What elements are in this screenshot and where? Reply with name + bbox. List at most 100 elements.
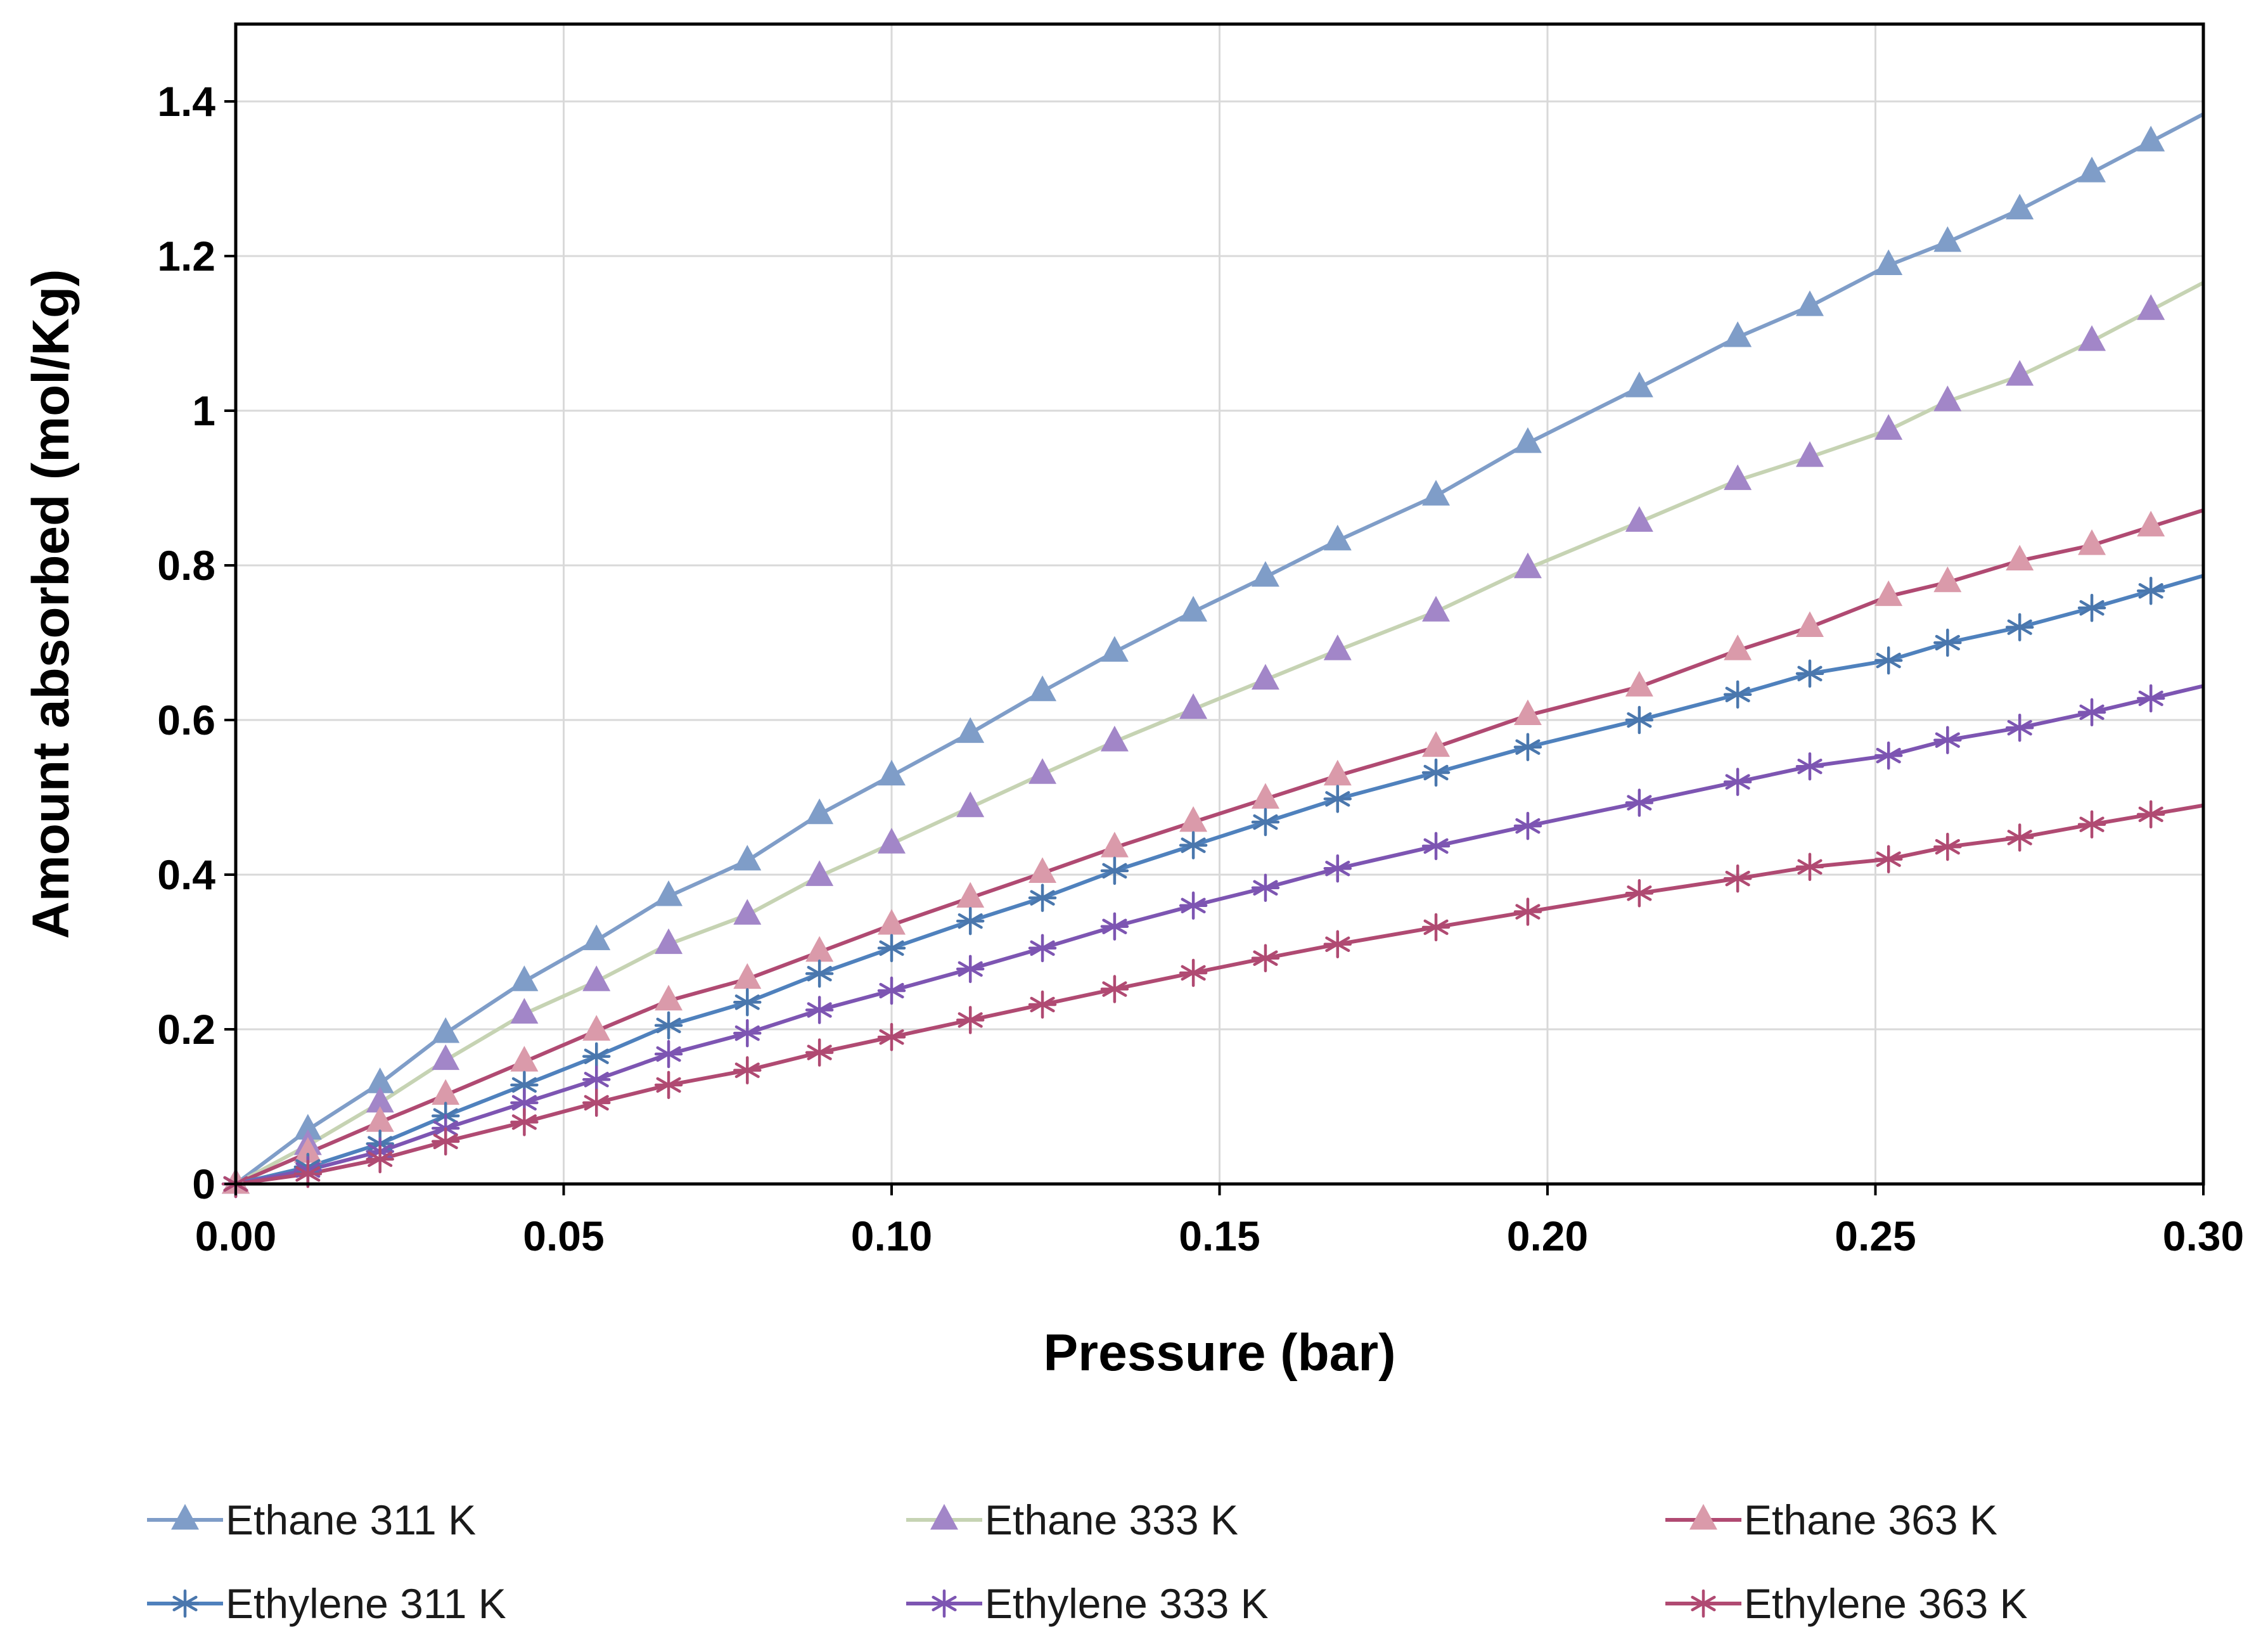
data-point-ethylene-311-k [1625, 705, 1654, 735]
data-point-ethylene-363-k [2077, 810, 2106, 839]
data-point-ethylene-311-k [1874, 646, 1903, 675]
data-point-ethane-363-k [1625, 671, 1653, 697]
data-point-ethylene-333-k [877, 976, 906, 1005]
data-point-ethane-333-k [1933, 385, 1962, 411]
data-point-ethylene-311-k [654, 1011, 683, 1040]
data-point-ethylene-333-k [1874, 741, 1903, 770]
data-point-ethylene-311-k [1795, 659, 1824, 688]
data-point-ethylene-333-k [1625, 788, 1654, 817]
data-point-ethane-311-k [1724, 321, 1752, 347]
data-point-ethane-311-k [1179, 596, 1208, 622]
data-point-ethylene-333-k [1251, 873, 1280, 902]
data-point-ethane-311-k [1323, 524, 1352, 551]
data-point-ethane-311-k [878, 759, 906, 786]
data-point-ethane-363-k [366, 1106, 394, 1132]
data-point-ethane-333-k [1251, 664, 1279, 690]
data-point-ethylene-363-k [1933, 832, 1962, 861]
data-point-ethylene-311-k [1421, 758, 1451, 787]
data-point-ethylene-311-k [733, 988, 762, 1017]
x-tick-label: 0.00 [195, 1212, 276, 1259]
data-point-ethylene-363-k [1251, 944, 1280, 973]
data-point-ethylene-333-k [1421, 832, 1451, 861]
data-point-ethane-333-k [2078, 325, 2106, 351]
x-tick-label: 0.15 [1179, 1212, 1260, 1259]
legend-label: Ethylene 363 K [1744, 1580, 2028, 1627]
data-point-ethane-333-k [1796, 441, 1824, 467]
data-point-ethylene-333-k [2005, 713, 2034, 742]
data-point-ethane-311-k [733, 844, 762, 871]
data-point-ethane-363-k [805, 936, 834, 962]
data-point-ethylene-363-k [1421, 913, 1451, 942]
data-point-ethane-311-k [1028, 675, 1057, 702]
x-tick-label: 0.25 [1835, 1212, 1916, 1259]
data-point-ethane-363-k [1422, 731, 1451, 757]
legend-label: Ethylene 333 K [985, 1580, 1269, 1627]
data-point-ethane-363-k [2137, 510, 2165, 537]
data-point-ethylene-363-k [733, 1056, 762, 1084]
data-point-ethane-363-k [878, 909, 906, 935]
legend-label: Ethylene 311 K [226, 1580, 506, 1627]
x-axis-ticks: 0.00 0.05 0.10 0.15 0.20 0.25 0.30 [195, 1184, 2244, 1259]
data-point-ethane-333-k [655, 928, 683, 955]
x-tick-label: 0.05 [523, 1212, 604, 1259]
data-point-ethylene-333-k [733, 1019, 762, 1048]
data-point-ethylene-311-k [1723, 680, 1752, 709]
data-point-ethylene-333-k [1513, 811, 1542, 840]
data-point-ethane-333-k [2137, 294, 2165, 320]
x-tick-label: 0.10 [851, 1212, 932, 1259]
data-point-ethylene-311-k [582, 1042, 611, 1071]
data-point-ethane-311-k [805, 798, 834, 825]
data-point-ethylene-311-k [1933, 628, 1962, 657]
data-point-ethylene-363-k [510, 1108, 539, 1136]
data-point-ethane-333-k [805, 860, 834, 886]
series-markers [221, 125, 2165, 1199]
data-point-ethane-333-k [1100, 726, 1129, 752]
data-point-ethylene-333-k [1933, 726, 1962, 754]
legend-marker-star [930, 1589, 959, 1618]
data-point-ethylene-311-k [2005, 613, 2034, 641]
data-point-ethane-363-k [582, 1015, 611, 1041]
data-point-ethane-363-k [1028, 857, 1057, 883]
data-point-ethane-333-k [1625, 506, 1653, 532]
data-point-ethane-363-k [1179, 806, 1208, 832]
data-point-ethylene-333-k [2136, 684, 2165, 713]
data-point-ethylene-363-k [1100, 975, 1129, 1003]
data-point-ethane-311-k [1625, 371, 1653, 397]
data-point-ethylene-363-k [366, 1145, 394, 1174]
data-point-ethylene-363-k [654, 1071, 683, 1100]
data-point-ethylene-311-k [1179, 831, 1208, 859]
data-point-ethylene-363-k [2005, 823, 2034, 852]
data-point-ethylene-311-k [956, 906, 985, 936]
data-point-ethylene-311-k [1251, 807, 1280, 837]
data-point-ethane-363-k [956, 882, 985, 908]
data-point-ethane-333-k [366, 1086, 394, 1113]
data-point-ethane-311-k [1100, 636, 1129, 662]
data-point-ethylene-311-k [1100, 856, 1129, 885]
data-point-ethane-333-k [2006, 360, 2034, 386]
data-point-ethylene-363-k [431, 1127, 460, 1156]
data-point-ethane-333-k [582, 965, 611, 991]
data-point-ethylene-333-k [582, 1065, 611, 1094]
legend-item-ethylene-363-k: Ethylene 363 K [1665, 1580, 2028, 1627]
legend-label: Ethane 333 K [985, 1496, 1238, 1543]
data-point-ethane-333-k [1724, 464, 1752, 491]
data-point-ethylene-311-k [1323, 785, 1352, 813]
y-axis-title: Amount absorbed (mol/Kg) [22, 269, 80, 939]
data-point-ethane-363-k [655, 984, 683, 1011]
y-tick-label: 1 [192, 387, 215, 434]
data-point-ethane-363-k [1251, 783, 1279, 809]
legend-item-ethane-333-k: Ethane 333 K [906, 1496, 1238, 1543]
data-point-ethylene-333-k [654, 1039, 683, 1069]
data-point-ethane-311-k [293, 1114, 322, 1140]
data-point-ethylene-363-k [1028, 990, 1057, 1019]
data-point-ethane-333-k [510, 998, 539, 1024]
legend-item-ethane-363-k: Ethane 363 K [1665, 1496, 1997, 1543]
data-point-ethane-311-k [1874, 249, 1903, 276]
y-tick-label: 1.4 [157, 78, 215, 125]
data-point-ethylene-333-k [2077, 698, 2106, 727]
data-point-ethane-333-k [733, 899, 762, 925]
data-point-ethylene-363-k [1874, 845, 1903, 873]
x-tick-label: 0.20 [1507, 1212, 1588, 1259]
data-point-ethane-363-k [1874, 580, 1903, 607]
y-tick-label: 0.4 [157, 851, 215, 898]
